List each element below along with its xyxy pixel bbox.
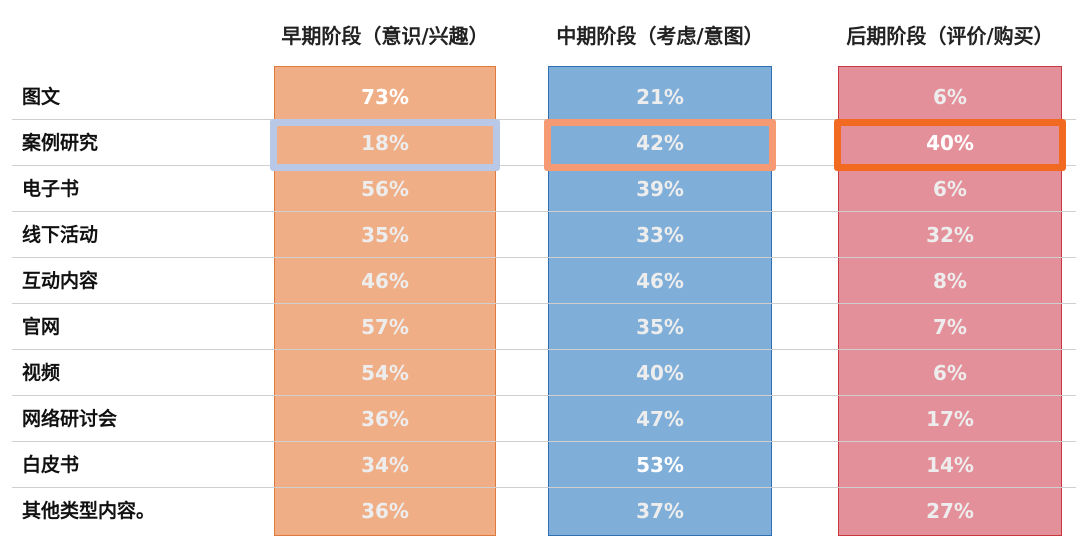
value-cell: 27% (926, 499, 974, 523)
row-label: 电子书 (22, 178, 80, 200)
row-label: 网络研讨会 (22, 408, 118, 430)
stage-header-3: 后期阶段（评价/购买） (846, 24, 1054, 48)
value-cell: 32% (926, 223, 974, 247)
row-label: 官网 (22, 316, 61, 338)
value-cell: 17% (926, 407, 974, 431)
value-cell: 46% (636, 269, 684, 293)
value-cell: 46% (361, 269, 409, 293)
value-cell: 47% (636, 407, 684, 431)
row-label: 视频 (22, 362, 61, 384)
value-cell: 57% (361, 315, 409, 339)
stage-column-bg-1 (274, 66, 496, 536)
value-cell: 18% (361, 131, 409, 155)
value-cell: 8% (933, 269, 967, 293)
stage-header-1: 早期阶段（意识/兴趣） (281, 24, 489, 48)
row-divider (12, 349, 1076, 350)
row-label: 互动内容 (22, 270, 99, 292)
highlight-box (834, 119, 1066, 171)
value-cell: 40% (636, 361, 684, 385)
value-cell: 21% (636, 85, 684, 109)
value-cell: 36% (361, 407, 409, 431)
highlight-box (544, 119, 776, 171)
row-label: 其他类型内容。 (22, 500, 156, 522)
row-label: 白皮书 (22, 454, 80, 476)
value-cell: 6% (933, 361, 967, 385)
row-divider (12, 303, 1076, 304)
value-cell: 6% (933, 85, 967, 109)
value-cell: 42% (636, 131, 684, 155)
row-label: 线下活动 (22, 224, 99, 246)
value-cell: 7% (933, 315, 967, 339)
value-cell: 35% (636, 315, 684, 339)
highlight-box (270, 119, 500, 171)
value-cell: 37% (636, 499, 684, 523)
row-divider (12, 395, 1076, 396)
value-cell: 33% (636, 223, 684, 247)
value-cell: 14% (926, 453, 974, 477)
value-cell: 54% (361, 361, 409, 385)
stage-column-bg-3 (838, 66, 1062, 536)
value-cell: 36% (361, 499, 409, 523)
value-cell: 6% (933, 177, 967, 201)
value-cell: 53% (636, 453, 684, 477)
row-label: 案例研究 (22, 132, 99, 154)
row-divider (12, 211, 1076, 212)
row-divider (12, 441, 1076, 442)
stage-column-bg-2 (548, 66, 772, 536)
value-cell: 35% (361, 223, 409, 247)
value-cell: 40% (926, 131, 974, 155)
row-label: 图文 (22, 86, 61, 108)
row-divider (12, 257, 1076, 258)
value-cell: 34% (361, 453, 409, 477)
stage-header-2: 中期阶段（考虑/意图） (556, 24, 764, 48)
row-divider (12, 487, 1076, 488)
value-cell: 56% (361, 177, 409, 201)
value-cell: 73% (361, 85, 409, 109)
value-cell: 39% (636, 177, 684, 201)
